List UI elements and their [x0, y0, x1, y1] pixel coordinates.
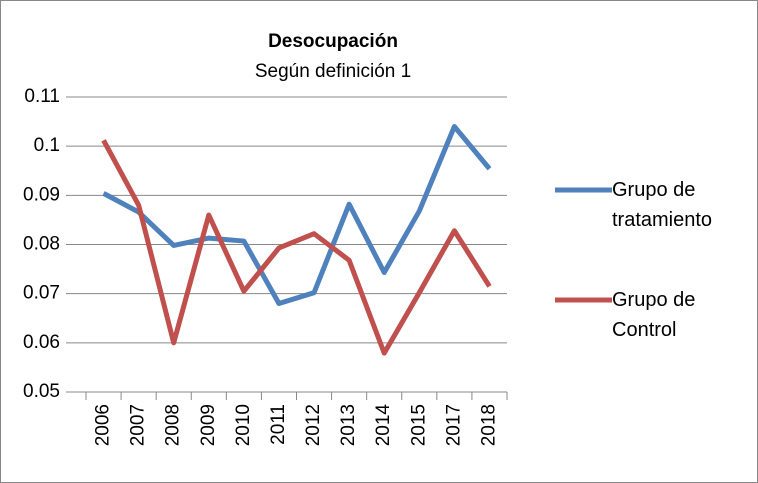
series-line [101, 139, 492, 356]
y-tick-label: 0.09 [23, 184, 60, 205]
x-tick-label: 2012 [303, 404, 324, 446]
chart-subtitle: Según definición 1 [255, 61, 411, 82]
y-tick-label: 0.1 [34, 135, 60, 156]
x-tick-label: 2010 [233, 404, 254, 446]
x-tick-label: 2017 [443, 404, 464, 446]
y-tick-label: 0.11 [24, 86, 60, 107]
x-tick-label: 2015 [408, 404, 429, 446]
chart-title: Desocupación [268, 31, 398, 52]
series-line [102, 124, 492, 306]
y-tick-label: 0.05 [23, 381, 60, 402]
legend-label: Grupo de Control [612, 289, 696, 341]
x-tick-label: 2011 [268, 404, 289, 445]
x-tick-label: 2006 [93, 404, 114, 446]
x-tick-label: 2009 [198, 404, 219, 446]
x-tick-label: 2013 [338, 404, 359, 446]
legend-label: Grupo de tratamiento [612, 179, 713, 231]
x-tick-label: 2014 [373, 404, 394, 447]
y-tick-label: 0.08 [23, 234, 60, 255]
y-tick-label: 0.07 [23, 283, 60, 304]
x-tick-label: 2008 [163, 404, 184, 446]
x-tick-label: 2007 [128, 404, 149, 446]
y-tick-label: 0.06 [23, 332, 60, 353]
x-tick-label: 2018 [478, 404, 499, 446]
